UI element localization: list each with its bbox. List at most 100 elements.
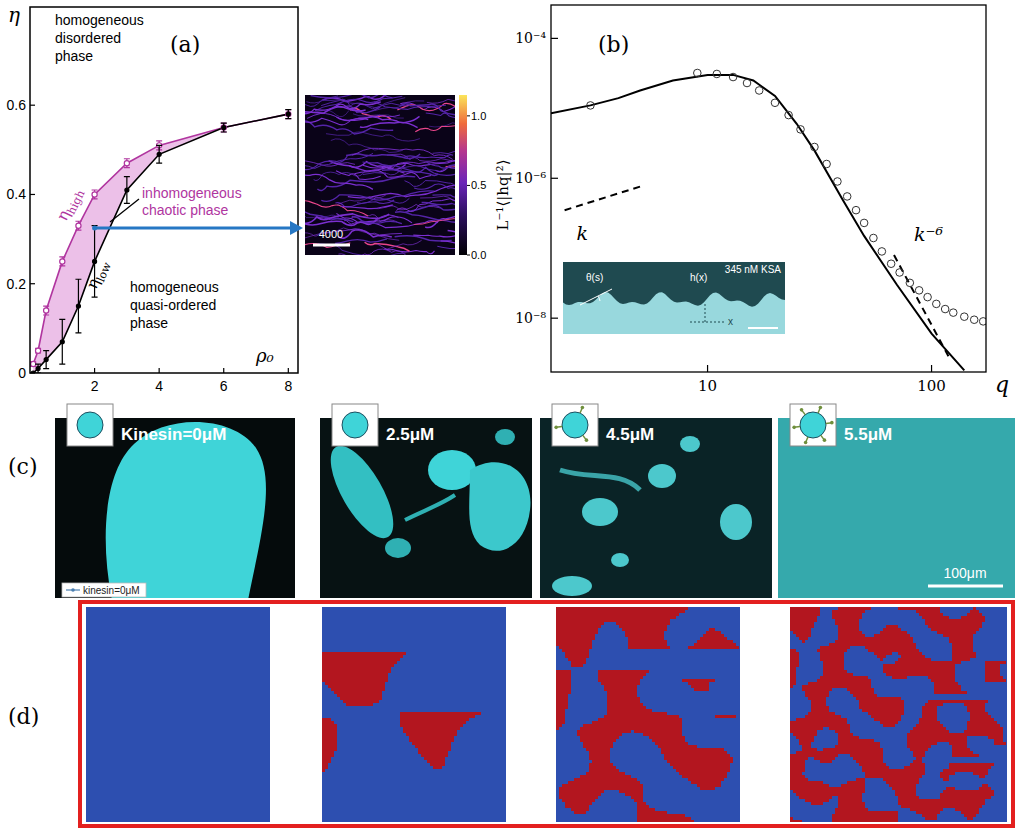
red-domain — [817, 649, 847, 652]
red-domain — [790, 724, 850, 727]
red-domain — [586, 772, 625, 775]
data-point — [755, 87, 763, 95]
red-domain — [790, 820, 802, 822]
red-domain — [799, 637, 808, 640]
red-domain — [328, 685, 385, 688]
data-point — [870, 234, 878, 242]
y-tick-label: 10⁻⁶ — [515, 170, 546, 186]
red-domain — [559, 787, 643, 790]
red-domain — [898, 796, 919, 799]
red-domain — [916, 757, 922, 760]
x-tick — [94, 368, 95, 373]
x-tick — [223, 368, 224, 373]
simulation-panels — [86, 607, 1007, 822]
red-domain — [994, 742, 1006, 745]
red-domain — [994, 739, 1003, 742]
red-domain — [808, 712, 835, 715]
panel-frame — [80, 602, 1013, 826]
red-domain — [928, 700, 988, 703]
red-domain — [331, 688, 385, 691]
droplet — [611, 553, 629, 567]
red-domain — [634, 730, 682, 733]
red-domain — [967, 709, 985, 712]
red-domain — [322, 757, 331, 760]
red-domain — [400, 712, 481, 715]
red-domain — [907, 739, 967, 742]
red-domain — [655, 742, 688, 745]
x-tick — [931, 365, 932, 372]
red-domain — [790, 649, 796, 652]
x-axis-title: ρ₀ — [255, 345, 274, 366]
red-domain — [922, 706, 937, 709]
arrow — [95, 226, 292, 229]
red-domain — [607, 691, 637, 694]
red-domain — [946, 787, 955, 790]
red-domain — [688, 682, 709, 685]
red-domain — [922, 712, 937, 715]
data-point — [887, 260, 895, 268]
red-domain — [985, 679, 1006, 682]
data-point — [729, 73, 737, 81]
red-domain — [790, 754, 838, 757]
streak — [360, 122, 418, 127]
red-domain — [790, 670, 796, 673]
red-domain — [556, 622, 604, 625]
red-domain — [805, 799, 829, 802]
red-domain — [679, 772, 727, 775]
x-tick — [707, 365, 708, 372]
red-domain — [970, 712, 988, 715]
red-domain — [556, 691, 571, 694]
red-domain — [709, 628, 715, 631]
theory-curve — [551, 75, 964, 370]
icon-motor-head — [585, 438, 589, 442]
panel-letter: (d) — [8, 704, 39, 729]
red-domain — [796, 634, 811, 637]
red-domain — [790, 763, 805, 766]
red-domain — [916, 724, 943, 727]
red-domain — [811, 802, 823, 805]
red-domain — [637, 820, 694, 822]
red-domain — [322, 736, 337, 739]
red-domain — [796, 718, 847, 721]
red-domain — [970, 718, 994, 721]
red-domain — [907, 733, 1003, 736]
streak — [331, 139, 403, 153]
red-domain — [790, 622, 814, 625]
red-domain — [913, 760, 922, 763]
red-domain — [838, 742, 880, 745]
red-domain — [943, 769, 988, 772]
red-domain — [607, 706, 646, 709]
data-point — [979, 318, 986, 326]
red-domain — [907, 745, 931, 748]
arrow-start — [92, 225, 97, 230]
red-domain — [556, 673, 571, 676]
red-domain — [982, 784, 988, 787]
red-domain — [580, 736, 619, 739]
streak — [429, 114, 455, 127]
red-domain — [799, 742, 811, 745]
red-domain — [979, 775, 985, 778]
red-domain — [934, 691, 967, 694]
red-domain — [556, 697, 568, 700]
red-domain — [922, 715, 937, 718]
marker — [286, 112, 291, 117]
panel-letter: (a) — [170, 32, 200, 57]
red-domain — [835, 808, 868, 811]
red-domain — [637, 817, 691, 820]
red-domain — [346, 703, 373, 706]
red-domain — [820, 652, 844, 655]
red-domain — [574, 811, 586, 814]
legend-swatch-marker — [71, 588, 75, 592]
marker — [35, 348, 40, 353]
tangent-line — [580, 289, 612, 305]
streak — [363, 163, 455, 174]
red-domain — [880, 658, 883, 661]
spectrum-chart: θ(s)h(x)345 nM KSAxkk⁻⁶1010010⁻⁴10⁻⁶10⁻⁸… — [494, 5, 1009, 397]
icon-droplet — [342, 412, 368, 438]
red-domain — [898, 658, 931, 661]
icon-droplet — [562, 412, 588, 438]
red-domain — [865, 772, 925, 775]
series-line — [33, 114, 288, 364]
red-domain — [799, 796, 832, 799]
red-domain — [556, 715, 565, 718]
